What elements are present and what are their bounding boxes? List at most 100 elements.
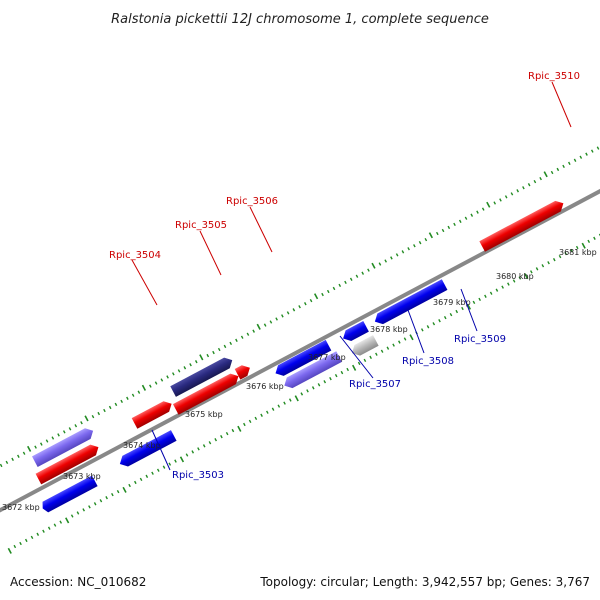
minor-tick (126, 396, 129, 400)
minor-tick (225, 431, 229, 436)
minor-tick (541, 264, 545, 268)
gene-rpic-3505[interactable] (170, 355, 235, 397)
minor-tick (171, 372, 175, 376)
minor-tick (535, 267, 539, 271)
gene-rpic-3503[interactable] (117, 430, 177, 469)
minor-tick (326, 289, 330, 294)
scale-label: 3677 kbp (308, 353, 346, 362)
minor-tick (344, 280, 347, 285)
label-rpic-3504[interactable]: Rpic_3504 (109, 250, 161, 261)
gene-rpic-3509[interactable] (372, 279, 448, 327)
leader-rpic-3504 (131, 259, 158, 306)
minor-tick (74, 424, 78, 428)
gene-forward-b[interactable] (35, 442, 102, 485)
label-rpic-3510[interactable]: Rpic_3510 (528, 71, 580, 82)
minor-tick (562, 164, 565, 169)
minor-tick (403, 337, 407, 341)
minor-tick (220, 435, 223, 439)
minor-tick (99, 499, 103, 503)
minor-tick (375, 352, 378, 356)
minor-tick (151, 471, 154, 475)
minor-tick (114, 402, 118, 407)
label-rpic-3507[interactable]: Rpic_3507 (349, 379, 401, 390)
leader-rpic-3507 (339, 335, 374, 379)
minor-tick (453, 222, 456, 227)
gene-reverse-a[interactable] (40, 475, 98, 513)
minor-tick (5, 460, 9, 465)
minor-tick (378, 262, 382, 266)
gene-reverse-c[interactable] (340, 321, 369, 344)
minor-tick (166, 375, 169, 379)
major-tick (428, 232, 433, 239)
label-rpic-3503[interactable]: Rpic_3503 (172, 470, 224, 481)
minor-tick (363, 358, 367, 363)
minor-tick (568, 161, 571, 165)
label-rpic-3505[interactable]: Rpic_3505 (175, 220, 227, 231)
minor-tick (108, 405, 112, 410)
gene-reverse-b[interactable] (273, 339, 332, 379)
label-rpic-3508[interactable]: Rpic_3508 (402, 356, 454, 367)
minor-tick (522, 186, 525, 190)
scale-label: 3678 kbp (370, 325, 408, 334)
scale-label: 3676 kbp (246, 382, 284, 391)
minor-tick (329, 377, 332, 381)
minor-tick (516, 189, 519, 193)
gene-rpic-3504[interactable] (131, 398, 175, 429)
major-tick (141, 384, 147, 391)
minor-tick (461, 306, 464, 311)
minor-tick (134, 480, 137, 485)
minor-tick (476, 210, 479, 214)
minor-tick (512, 279, 516, 283)
minor-tick (68, 427, 72, 431)
minor-tick (19, 541, 22, 546)
minor-tick (447, 225, 451, 230)
backbone (0, 0, 600, 541)
minor-tick (369, 355, 372, 359)
leader-lines (131, 81, 572, 471)
gene-rpic-3508[interactable] (349, 335, 379, 358)
minor-tick (464, 216, 468, 220)
gene-rpic-3507[interactable] (282, 351, 342, 391)
minor-tick (527, 183, 531, 187)
minor-tick (223, 344, 227, 349)
major-tick (256, 323, 261, 330)
minor-tick (11, 457, 14, 461)
minor-tick (355, 274, 359, 278)
minor-tick (189, 363, 192, 367)
major-tick (466, 303, 472, 310)
gene-forward-a[interactable] (32, 425, 96, 467)
minor-tick (539, 176, 542, 181)
gene-rpic-3506[interactable] (234, 362, 253, 380)
major-tick (352, 364, 357, 371)
major-tick (65, 517, 70, 524)
minor-tick (266, 410, 269, 414)
minor-tick (36, 532, 40, 536)
label-rpic-3506[interactable]: Rpic_3506 (226, 196, 278, 207)
label-rpic-3509[interactable]: Rpic_3509 (454, 334, 506, 345)
minor-tick (346, 367, 350, 372)
minor-tick (367, 268, 370, 272)
minor-tick (217, 347, 221, 352)
minor-tick (323, 380, 327, 384)
tick-row-upper (0, 146, 600, 468)
minor-tick (357, 361, 361, 366)
scale-label: 3675 kbp (185, 410, 223, 419)
minor-tick (507, 282, 510, 286)
major-tick (371, 262, 376, 269)
minor-tick (275, 317, 278, 321)
major-tick (199, 354, 204, 361)
gene-rpic-3510[interactable] (479, 198, 566, 252)
minor-tick (575, 245, 579, 250)
minor-tick (97, 411, 101, 416)
minor-tick (206, 353, 210, 358)
minor-tick (530, 270, 533, 274)
minor-tick (317, 383, 321, 387)
minor-tick (271, 407, 275, 411)
minor-tick (39, 442, 43, 446)
minor-tick (585, 152, 588, 156)
leader-rpic-3508 (407, 309, 425, 354)
gene-rpic-3505b[interactable] (172, 371, 241, 415)
minor-tick (550, 170, 554, 175)
major-tick (581, 242, 586, 249)
